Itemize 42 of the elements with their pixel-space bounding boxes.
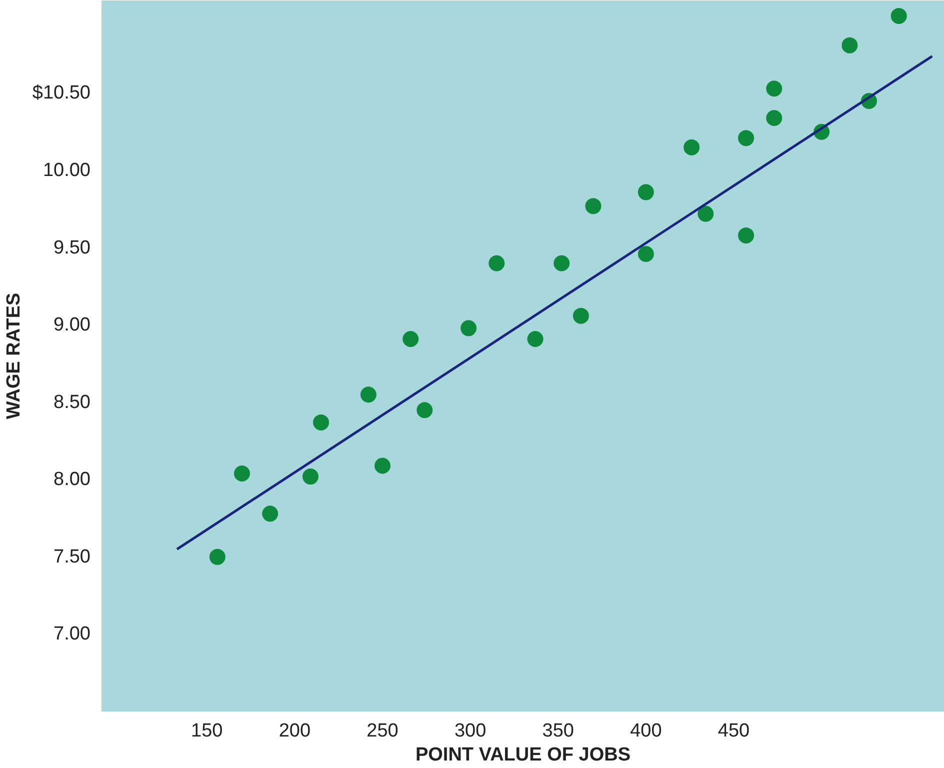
- point: [554, 255, 570, 272]
- point: [738, 227, 754, 244]
- point: [698, 206, 714, 222]
- point: [416, 402, 433, 418]
- x-tick-label: 150: [191, 720, 223, 742]
- x-tick-label: 400: [630, 720, 662, 742]
- point: [527, 331, 544, 347]
- point: [488, 255, 505, 272]
- y-tick-label: 10.00: [42, 160, 90, 182]
- point: [402, 331, 419, 347]
- point: [572, 308, 589, 324]
- y-tick-label: 8.50: [54, 392, 91, 413]
- y-tick-label: 9.00: [54, 314, 91, 336]
- y-axis-title: WAGE RATES: [3, 292, 24, 420]
- point: [302, 468, 318, 485]
- point: [585, 198, 602, 214]
- point: [766, 80, 782, 97]
- point: [460, 320, 477, 336]
- point: [766, 110, 782, 126]
- x-tick-label: 250: [366, 720, 398, 742]
- y-tick-label: $10.50: [32, 82, 91, 104]
- point: [684, 139, 700, 156]
- x-tick-label: 350: [542, 720, 574, 742]
- x-tick-label: 200: [278, 720, 311, 742]
- y-tick-label: 7.00: [54, 624, 91, 645]
- point: [890, 8, 907, 24]
- point: [360, 386, 376, 403]
- point: [374, 458, 390, 474]
- point: [313, 414, 330, 430]
- point: [262, 506, 278, 522]
- point: [234, 465, 250, 482]
- y-tick-label: 7.50: [54, 546, 91, 568]
- x-axis-title: POINT VALUE OF JOBS: [416, 744, 631, 766]
- y-tick-label: 9.50: [54, 237, 91, 258]
- x-tick-label: 300: [454, 720, 486, 742]
- point: [738, 130, 754, 146]
- y-tick-label: 8.00: [54, 469, 91, 490]
- x-tick-label: 450: [718, 720, 750, 742]
- point: [209, 548, 226, 565]
- point: [842, 37, 858, 54]
- point: [638, 246, 654, 262]
- point: [638, 184, 654, 200]
